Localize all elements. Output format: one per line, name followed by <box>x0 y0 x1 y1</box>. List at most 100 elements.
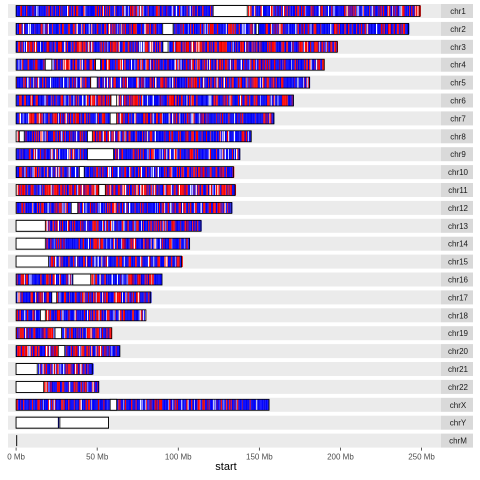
segment <box>224 149 225 160</box>
segment <box>173 202 174 213</box>
segment <box>25 41 26 52</box>
segment <box>238 113 239 124</box>
segment <box>72 41 73 52</box>
segment <box>60 149 61 160</box>
segment <box>226 167 227 178</box>
segment <box>208 131 209 142</box>
segment <box>203 185 204 196</box>
segment <box>107 113 108 124</box>
segment-gap <box>40 185 41 196</box>
segment <box>237 149 238 160</box>
segment <box>285 77 286 88</box>
segment <box>168 95 169 106</box>
segment-gap <box>140 6 141 17</box>
segment <box>79 238 80 249</box>
segment <box>93 238 94 249</box>
segment <box>179 167 180 178</box>
strip-label-chr4: chr4 <box>450 61 466 70</box>
segment-gap <box>240 149 241 160</box>
segment <box>192 23 193 34</box>
segment <box>201 41 202 52</box>
segment <box>167 131 168 142</box>
segment <box>219 23 220 34</box>
segment <box>316 6 317 17</box>
segment <box>75 256 76 267</box>
segment <box>252 113 253 124</box>
segment <box>124 149 125 160</box>
segment <box>155 23 156 34</box>
segment-gap <box>248 131 249 142</box>
segment <box>147 167 148 178</box>
segment <box>27 77 28 88</box>
segment-gap <box>139 41 140 52</box>
segment <box>157 59 158 70</box>
segment <box>102 202 103 213</box>
segment <box>201 131 202 142</box>
segment <box>135 6 136 17</box>
segment <box>249 23 250 34</box>
segment <box>112 220 113 231</box>
segment <box>241 113 242 124</box>
segment <box>381 23 382 34</box>
segment <box>266 113 267 124</box>
segment <box>95 220 96 231</box>
segment <box>215 149 216 160</box>
segment <box>252 41 253 52</box>
segment <box>74 95 75 106</box>
segment-gap <box>270 6 271 17</box>
segment <box>68 167 69 178</box>
segment <box>118 256 119 267</box>
segment <box>98 113 99 124</box>
segment <box>214 113 215 124</box>
segment <box>135 41 136 52</box>
segment <box>149 131 150 142</box>
segment <box>163 59 164 70</box>
segment <box>104 41 105 52</box>
segment <box>128 59 129 70</box>
segment <box>247 95 248 106</box>
segment <box>85 167 86 178</box>
segment <box>303 6 304 17</box>
segment <box>237 131 238 142</box>
segment <box>203 131 204 142</box>
segment <box>230 77 231 88</box>
segment <box>216 113 217 124</box>
segment <box>38 149 39 160</box>
segment <box>157 6 158 17</box>
segment <box>196 149 197 160</box>
segment <box>150 167 151 178</box>
segment <box>130 113 131 124</box>
segment <box>138 238 139 249</box>
segment <box>311 41 312 52</box>
segment <box>50 95 51 106</box>
segment <box>118 77 119 88</box>
segment <box>170 59 171 70</box>
segment <box>185 59 186 70</box>
segment <box>184 95 185 106</box>
segment <box>75 185 76 196</box>
segment <box>180 256 181 267</box>
segment-gap <box>210 185 211 196</box>
segment <box>221 23 222 34</box>
segment <box>61 95 62 106</box>
segment <box>213 167 214 178</box>
segment <box>90 59 91 70</box>
segment <box>138 95 139 106</box>
segment <box>103 220 104 231</box>
segment <box>74 238 75 249</box>
segment <box>74 220 75 231</box>
segment <box>81 256 82 267</box>
segment <box>170 238 171 249</box>
segment <box>146 6 147 17</box>
segment-gap <box>69 149 70 160</box>
segment <box>128 185 129 196</box>
segment <box>397 23 398 34</box>
segment <box>221 202 222 213</box>
segment-gap <box>226 23 227 34</box>
segment <box>36 59 37 70</box>
segment <box>107 6 108 17</box>
segment <box>105 41 106 52</box>
segment <box>30 113 31 124</box>
segments <box>16 23 409 34</box>
segment <box>41 113 42 124</box>
